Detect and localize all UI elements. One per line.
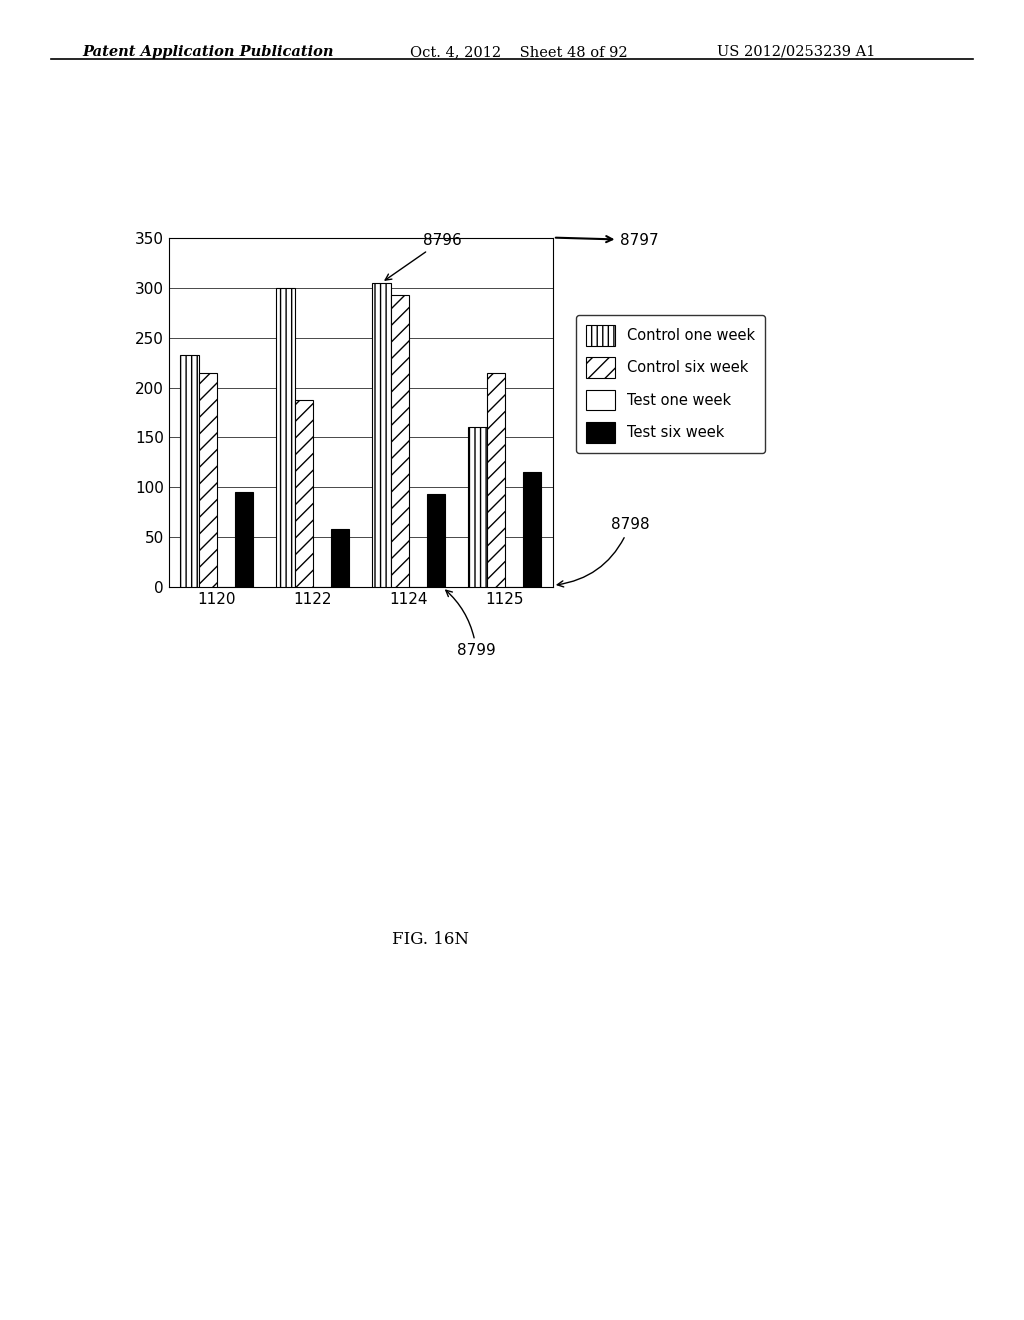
Text: Patent Application Publication: Patent Application Publication xyxy=(82,45,334,59)
Bar xyxy=(486,372,505,587)
Legend: Control one week, Control six week, Test one week, Test six week: Control one week, Control six week, Test… xyxy=(575,315,765,453)
Bar xyxy=(427,495,445,587)
Text: FIG. 16N: FIG. 16N xyxy=(391,931,469,948)
Text: US 2012/0253239 A1: US 2012/0253239 A1 xyxy=(717,45,876,59)
Bar xyxy=(180,355,199,587)
Text: Oct. 4, 2012    Sheet 48 of 92: Oct. 4, 2012 Sheet 48 of 92 xyxy=(410,45,628,59)
Bar xyxy=(523,473,542,587)
Text: 8797: 8797 xyxy=(556,232,658,248)
Bar xyxy=(276,288,295,587)
Bar xyxy=(295,400,313,587)
Bar xyxy=(373,282,391,587)
Text: 8798: 8798 xyxy=(557,517,649,587)
Bar xyxy=(331,529,349,587)
Bar xyxy=(199,372,217,587)
Bar xyxy=(469,428,486,587)
Bar xyxy=(391,294,409,587)
Bar xyxy=(236,492,254,587)
Text: 8796: 8796 xyxy=(385,232,462,280)
Text: 8799: 8799 xyxy=(445,590,496,659)
